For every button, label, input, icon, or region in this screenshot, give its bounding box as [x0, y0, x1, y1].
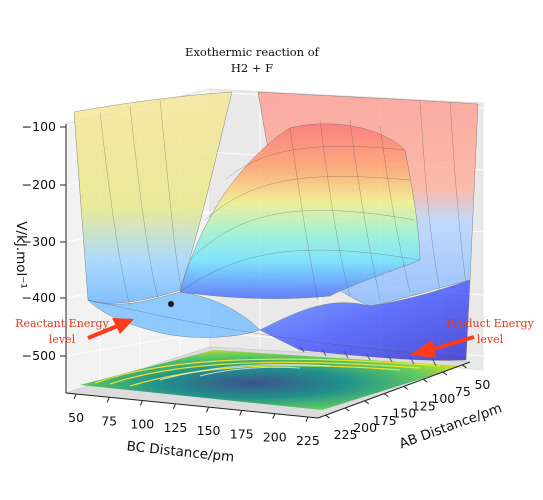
- ab-tick-mark: [442, 371, 448, 376]
- product-ribs: [299, 346, 437, 367]
- bc-tick-label: 225: [296, 433, 320, 448]
- energy-surface: [73, 91, 479, 367]
- bc-tick-label: 200: [263, 430, 287, 445]
- z-tick-label: −200: [22, 177, 56, 192]
- bc-tick-label: 100: [130, 417, 154, 432]
- reactant-annotation-line1: Reactant Energy: [15, 317, 109, 330]
- bc-tick-label: 175: [230, 426, 254, 441]
- ab-tick-label: 150: [392, 406, 416, 421]
- bc-tick-label: 75: [101, 413, 117, 428]
- ab-tick-mark: [383, 393, 389, 398]
- bc-tick-label: 125: [164, 420, 188, 435]
- z-tick-label: −300: [22, 234, 56, 249]
- bc-axis-ticks: 50 75 100 125 150 175 200 225: [68, 393, 320, 448]
- bc-axis-label: BC Distance/pm: [126, 438, 235, 465]
- z-tick-label: −500: [22, 348, 56, 363]
- ab-tick-label: 175: [373, 413, 397, 428]
- chart-title-line2: H2 + F: [231, 61, 273, 75]
- ab-tick-mark: [462, 364, 467, 369]
- chart-title-line1: Exothermic reaction of: [185, 45, 320, 59]
- product-arrow: [410, 335, 475, 358]
- reactant-annotation-line2: level: [49, 333, 76, 346]
- ab-tick-mark: [423, 378, 428, 383]
- bc-tick-mark: [206, 406, 210, 413]
- product-annotation-line2: level: [477, 333, 504, 346]
- ab-tick-mark: [344, 407, 350, 412]
- bc-tick-mark: [239, 410, 243, 416]
- ab-tick-label: 75: [455, 384, 471, 399]
- product-annotation-line1: Product Energy: [446, 317, 534, 330]
- bc-tick-mark: [139, 400, 143, 406]
- bc-tick-mark: [73, 393, 77, 400]
- bc-tick-mark: [272, 413, 276, 419]
- ab-tick-label: 50: [474, 377, 490, 392]
- ab-tick-mark: [325, 414, 330, 419]
- ab-axis-line: [317, 361, 471, 419]
- reactant-marker: [168, 301, 174, 307]
- z-tick-label: −400: [22, 290, 56, 305]
- surface-product-channel: [259, 279, 471, 361]
- bc-tick-mark: [305, 416, 309, 423]
- bc-tick-label: 150: [197, 423, 221, 438]
- bc-tick-mark: [106, 397, 110, 403]
- surface-wireframe: [87, 99, 467, 359]
- z-tick-label: −100: [22, 119, 56, 134]
- z-axis-ticks: −100 −200 −300 −400 −500: [22, 119, 66, 363]
- ab-tick-label: 225: [334, 427, 358, 442]
- bc-tick-mark: [172, 403, 176, 410]
- ab-tick-label: 100: [431, 391, 455, 406]
- reactant-arrow: [87, 318, 134, 340]
- ab-tick-label: 125: [412, 398, 436, 413]
- ab-tick-label: 200: [353, 420, 377, 435]
- surface-left-plateau: [73, 91, 233, 304]
- bc-axis-line: [65, 392, 319, 419]
- bc-tick-label: 50: [68, 410, 84, 425]
- z-axis-label: V/kJ.mol⁻¹: [13, 221, 29, 289]
- ab-tick-mark: [403, 385, 409, 390]
- ab-tick-mark: [364, 400, 369, 405]
